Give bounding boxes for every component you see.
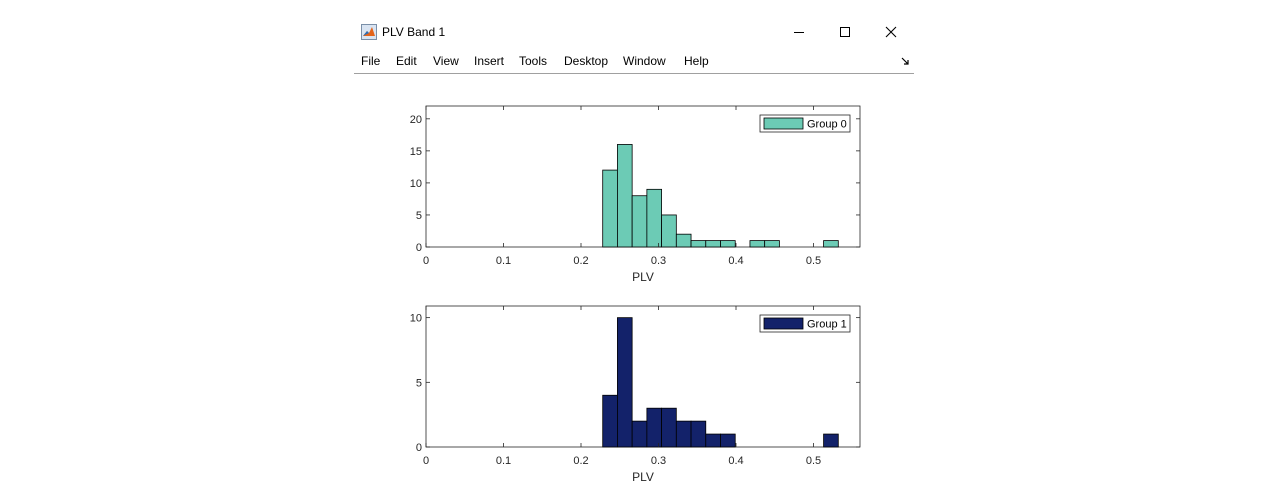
histogram-bar: [705, 433, 721, 448]
histogram-bar: [823, 433, 839, 448]
histogram-bar: [749, 240, 766, 248]
histogram-bar: [720, 433, 736, 448]
chart-0: 0 0.1 0.2 0.3 0.4 0.5 0 5 10 15 20 PLV Group 0: [410, 105, 861, 284]
histogram-bar: [661, 214, 677, 248]
y-tick-label: 5: [416, 210, 422, 222]
matlab-icon: [361, 24, 377, 40]
menu-bar: File Edit View Insert Tools Desktop Wind…: [354, 49, 914, 74]
histogram-bar: [675, 420, 692, 448]
histogram-bar: [720, 240, 736, 248]
histogram-bar: [690, 420, 707, 448]
title-bar: PLV Band 1: [354, 16, 914, 48]
maximize-button[interactable]: [822, 16, 868, 48]
x-tick-label: 0.2: [573, 455, 588, 467]
x-tick-label: 0.5: [806, 255, 821, 267]
y-tick-label: 5: [416, 377, 422, 389]
legend: Group 1: [759, 314, 851, 333]
x-tick-label: 0.1: [496, 255, 511, 267]
histogram-bar: [602, 169, 618, 248]
y-tick-label: 20: [410, 114, 422, 126]
maximize-icon: [840, 27, 850, 37]
legend-label: Group 1: [807, 319, 847, 331]
y-tick-label: 10: [410, 313, 422, 325]
x-tick-label: 0.1: [496, 455, 511, 467]
x-tick-label: 0.3: [651, 255, 666, 267]
x-tick-label: 0: [423, 255, 429, 267]
menu-insert[interactable]: Insert: [474, 54, 505, 68]
close-button[interactable]: [868, 16, 914, 48]
menu-edit[interactable]: Edit: [396, 54, 417, 68]
menu-file[interactable]: File: [361, 54, 381, 68]
legend-swatch: [763, 117, 804, 130]
histogram-bar: [705, 240, 721, 248]
histogram-bar: [823, 240, 839, 248]
y-tick-label: 10: [410, 178, 422, 190]
close-icon: [885, 26, 897, 38]
histogram-bar: [690, 240, 707, 248]
legend-swatch: [763, 317, 804, 330]
histogram-bar: [646, 188, 663, 248]
legend-label: Group 0: [807, 119, 847, 131]
window-title: PLV Band 1: [382, 25, 446, 39]
y-tick-label: 0: [416, 442, 422, 454]
menu-window[interactable]: Window: [623, 54, 666, 68]
histogram-bar: [602, 394, 618, 448]
x-axis-label: PLV: [632, 470, 654, 484]
x-tick-label: 0.2: [573, 255, 588, 267]
y-tick-label: 0: [416, 242, 422, 254]
x-tick-label: 0.5: [806, 455, 821, 467]
minimize-icon: [794, 32, 804, 33]
histogram-bar: [631, 420, 648, 448]
menu-view[interactable]: View: [433, 54, 459, 68]
histogram-bar: [675, 233, 692, 248]
chart-1: 0 0.1 0.2 0.3 0.4 0.5 0 5 10 PLV Group 1: [410, 305, 861, 484]
menu-help[interactable]: Help: [684, 54, 709, 68]
histogram-bar: [661, 407, 677, 448]
histogram-bar: [617, 144, 633, 248]
x-tick-label: 0.4: [728, 455, 743, 467]
minimize-button[interactable]: [776, 16, 822, 48]
histogram-bar: [764, 240, 780, 248]
histogram-bar: [646, 407, 663, 448]
x-tick-label: 0.3: [651, 455, 666, 467]
x-tick-label: 0.4: [728, 255, 743, 267]
x-axis-label: PLV: [632, 270, 654, 284]
legend: Group 0: [759, 114, 851, 133]
dock-figure-icon[interactable]: [901, 57, 910, 66]
histogram-bar: [631, 195, 648, 248]
menu-tools[interactable]: Tools: [519, 54, 548, 68]
x-tick-label: 0: [423, 455, 429, 467]
menu-desktop[interactable]: Desktop: [564, 54, 609, 68]
y-tick-label: 15: [410, 146, 422, 158]
histogram-bar: [617, 317, 633, 448]
